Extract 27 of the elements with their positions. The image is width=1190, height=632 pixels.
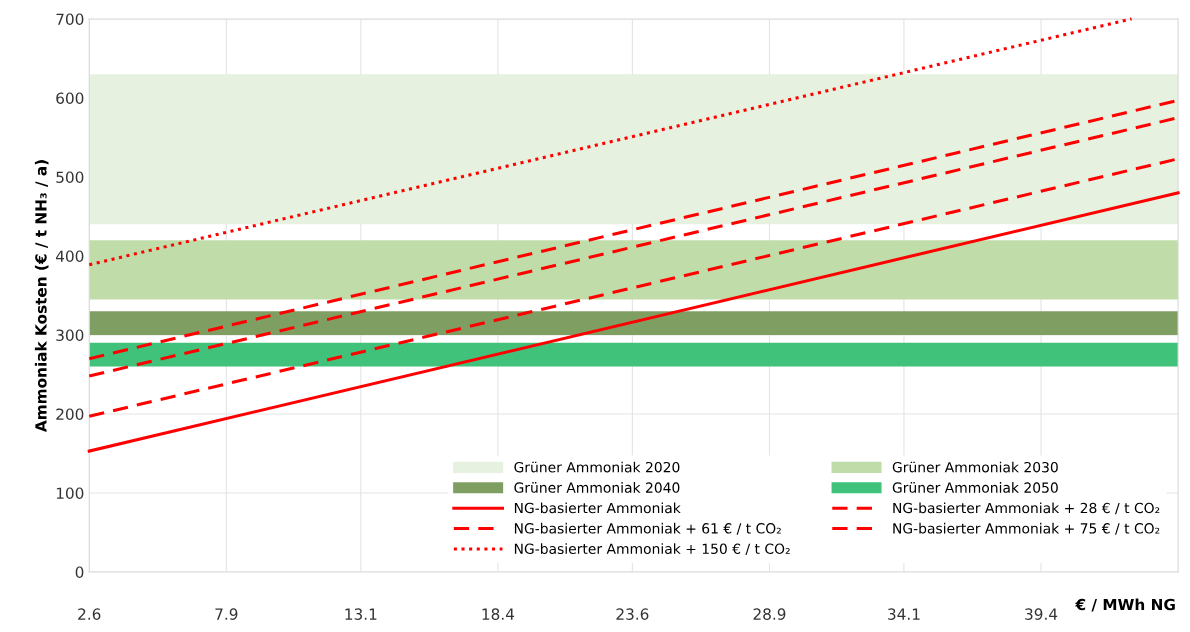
x-axis-title: € / MWh NG [1075, 598, 1175, 612]
legend-label: NG-basierter Ammoniak + 28 € / t CO₂ [893, 502, 1160, 515]
legend-label: Grüner Ammoniak 2020 [514, 461, 680, 473]
x-tick-label: 23.6 [616, 608, 649, 620]
legend-label: NG-basierter Ammoniak [514, 502, 681, 514]
y-tick-label: 0 [75, 566, 84, 578]
x-tick-label: 2.6 [78, 608, 101, 620]
legend-label: Grüner Ammoniak 2040 [514, 482, 680, 493]
y-tick-label: 600 [56, 92, 84, 104]
y-tick-label: 300 [56, 329, 84, 341]
y-tick-label: 100 [56, 487, 84, 499]
y-tick-label: 400 [55, 250, 84, 262]
y-axis-title: Ammoniak Kosten (€ / t NH₃ / a) [34, 160, 49, 433]
legend-label: NG-basierter Ammoniak + 61 € / t CO₂ [514, 522, 781, 535]
x-tick-label: 13.1 [345, 608, 377, 620]
x-tick-label: 7.9 [215, 608, 238, 620]
x-tick-label: 18.4 [482, 608, 515, 620]
legend-label: Grüner Ammoniak 2030 [892, 461, 1058, 473]
x-tick-label: 39.4 [1025, 608, 1058, 620]
y-tick-label: 200 [56, 408, 84, 420]
x-tick-label: 28.9 [753, 608, 786, 620]
legend-label: NG-basierter Ammoniak + 150 € / t CO₂ [514, 543, 790, 556]
legend-label: NG-basierter Ammoniak + 75 € / t CO₂ [893, 522, 1160, 535]
y-tick-label: 500 [56, 171, 84, 183]
x-tick-label: 34.1 [888, 608, 920, 620]
legend-label: Grüner Ammoniak 2050 [892, 482, 1058, 493]
y-tick-label: 700 [56, 13, 84, 25]
